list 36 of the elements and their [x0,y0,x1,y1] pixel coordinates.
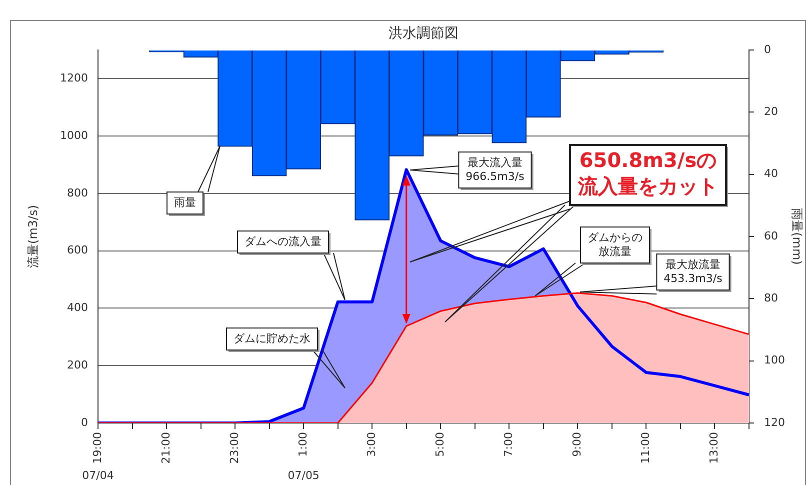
x-tick-label: 21:00 [159,432,172,464]
x-tick-label: 23:00 [228,432,241,464]
y2-tick-label: 80 [764,292,778,305]
y-tick-label: 0 [81,416,88,429]
y-tick-label: 800 [67,186,88,200]
y2-tick-label: 120 [764,416,785,429]
annotation: 最大流入量 966.5m3/s [466,156,525,183]
x-tick-label: 13:00 [708,432,721,464]
text: 07/05 [288,468,320,482]
annotation: 最大放流量 453.3m3/s [664,258,723,285]
x-tick-label: 19:00 [90,432,104,464]
y2-tick-label: 40 [764,167,778,180]
annotation: ダムへの流入量 [244,234,322,248]
y2-tick-label: 0 [764,42,771,56]
x-tick-label: 9:00 [570,432,584,457]
y-tick-label: 400 [67,301,88,314]
annotation: 雨量 [174,196,196,209]
y-tick-label: 1200 [60,72,88,85]
y2-tick-label: 60 [764,229,778,242]
x-tick-label: 3:00 [364,432,378,457]
y-tick-label: 600 [67,244,88,257]
x-tick-label: 5:00 [433,432,446,457]
annotation: ダムからの放流量 [588,230,642,258]
y2-tick-label: 20 [764,105,778,118]
x-tick-label: 11:00 [639,432,652,464]
chart-title: 洪水調節図 [388,26,458,42]
annotation: 650.8m3/sの流入量をカット [577,148,718,198]
y-tick-label: 1000 [60,128,88,142]
x-tick-label: 1:00 [296,432,310,457]
y-tick-label: 200 [67,358,88,372]
y2-axis-title: 雨量(mm) [790,208,804,265]
y-axis-title: 流量(m3/s) [26,205,40,268]
x-tick-label: 7:00 [502,432,516,457]
annotation: ダムに貯めた水 [234,332,310,345]
y2-tick-label: 100 [764,354,785,367]
text: 07/04 [82,468,114,482]
